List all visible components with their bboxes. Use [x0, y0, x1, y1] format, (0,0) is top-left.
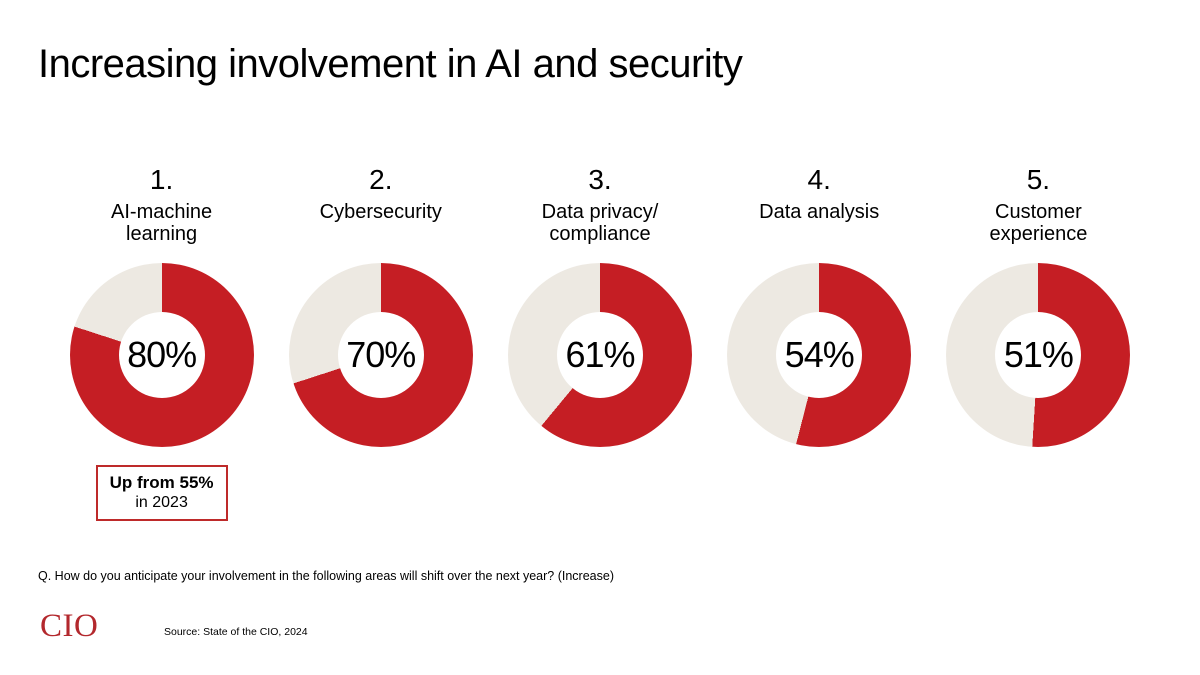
donut-label: Data analysis	[759, 201, 880, 223]
donut-rank: 4.	[807, 164, 831, 195]
donut-hole: 61%	[557, 312, 643, 398]
donut-value: 61%	[565, 334, 635, 375]
page-title: Increasing involvement in AI and securit…	[38, 42, 743, 86]
cio-logo: CIO	[40, 608, 99, 644]
donut-value: 70%	[346, 334, 416, 375]
callout-line-2: in 2023	[135, 494, 188, 511]
donut-rank: 3.	[588, 164, 612, 195]
donut-column: 1. AI-machine learning 80% Up from 55% in 20…	[52, 164, 271, 521]
donut-column: 2. Cybersecurity 70%	[271, 164, 490, 447]
donut-column: 5. Customer experience 51%	[929, 164, 1148, 447]
donut-rank: 1.	[149, 164, 174, 195]
donut-chart: 61%	[508, 263, 692, 447]
donut-chart: 70%	[288, 263, 473, 447]
donut-rank: 5.	[1026, 164, 1051, 195]
donut-value: 54%	[784, 334, 855, 375]
callout-line-1: Up from 55%	[109, 473, 214, 492]
donut-charts-row: 1. AI-machine learning 80% Up from 55% in 20…	[52, 164, 1148, 521]
donut-label: Cybersecurity	[319, 201, 442, 223]
survey-question: Q. How do you anticipate your involvemen…	[38, 569, 614, 583]
donut-column: 3. Data privacy/ compliance 61%	[490, 164, 709, 447]
donut-value: 51%	[1003, 334, 1074, 375]
donut-chart: 80%	[69, 263, 254, 447]
donut-hole: 80%	[118, 312, 205, 398]
donut-column: 4. Data analysis 54%	[710, 164, 929, 447]
source-text: Source: State of the CIO, 2024	[164, 626, 308, 638]
donut-chart: 51%	[946, 263, 1131, 447]
donut-hole: 51%	[995, 312, 1082, 398]
callout-box: Up from 55% in 2023	[95, 465, 228, 521]
donut-rank: 2.	[369, 164, 393, 195]
donut-label: Data privacy/ compliance	[541, 201, 659, 245]
donut-hole: 70%	[337, 312, 424, 398]
donut-label: Customer experience	[989, 201, 1088, 245]
donut-hole: 54%	[776, 312, 863, 398]
donut-label: AI-machine learning	[111, 201, 213, 245]
donut-chart: 54%	[727, 263, 912, 447]
donut-value: 80%	[127, 334, 197, 375]
